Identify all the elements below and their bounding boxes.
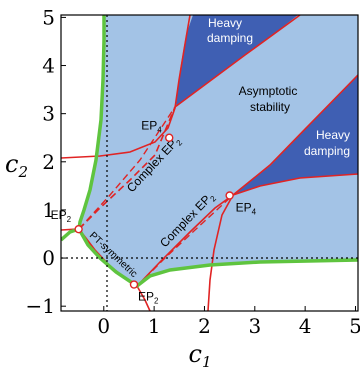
ep-curve-right-dashed (136, 194, 234, 287)
heavy-damping-upper-label-1: Heavy (208, 16, 242, 30)
x-tick-label: 0 (97, 314, 110, 338)
ep-point-marker (225, 191, 234, 200)
heavy-damping-right (233, 74, 358, 195)
asymptotic-stability-label-2: stability (250, 100, 290, 114)
plot-frame (60, 14, 359, 312)
ep-point-label: EP4 (141, 119, 162, 135)
ep-points: EP4 EP4 EP2 EP2 (51, 119, 257, 306)
y-axis-title: c2 (5, 150, 28, 181)
ep-curve-right-branch (207, 173, 358, 311)
ep-curve-upper-branch (61, 15, 191, 159)
ep-point-label: EP4 (236, 200, 257, 216)
ep-curve-right-diagonal (232, 74, 358, 196)
y-tick-label: 5 (42, 5, 55, 29)
ep-point-label: EP2 (51, 208, 72, 224)
ep-point-marker (74, 224, 83, 234)
x-axis-title: c1 (189, 340, 212, 371)
ep-curve-lower-diagonal-dashed (78, 106, 176, 230)
ep-point-marker (165, 133, 174, 142)
x-tick-label: 2 (198, 314, 211, 338)
x-tick-label: 4 (299, 314, 312, 338)
ep-point-marker (129, 280, 139, 289)
heavy-damping-upper-label-2: damping (207, 31, 253, 45)
y-ticks: −1 0 1 2 3 4 5 (26, 5, 66, 318)
heavy-damping-right-label-1: Heavy (316, 128, 350, 142)
x-tick-label: 1 (148, 314, 161, 338)
stability-boundary (77, 15, 358, 289)
ep-curve-upper-diagonal (174, 15, 301, 108)
ep-curve-left-dashed-a (78, 106, 176, 230)
y-tick-label: −1 (26, 294, 55, 318)
y-tick-label: 0 (42, 246, 55, 270)
y-tick-label: 1 (42, 198, 55, 222)
x-tick-label: 3 (248, 314, 261, 338)
asymptotic-stability-label-1: Asymptotic (239, 84, 298, 98)
heavy-damping-right-label-2: damping (304, 144, 350, 158)
x-ticks: 0 1 2 3 4 5 (97, 306, 360, 338)
y-tick-label: 3 (42, 102, 55, 126)
y-tick-label: 4 (42, 54, 55, 78)
stability-region (79, 15, 358, 286)
x-tick-label: 5 (349, 314, 360, 338)
y-tick-label: 2 (42, 150, 55, 174)
ep-point-label: EP2 (138, 290, 159, 306)
